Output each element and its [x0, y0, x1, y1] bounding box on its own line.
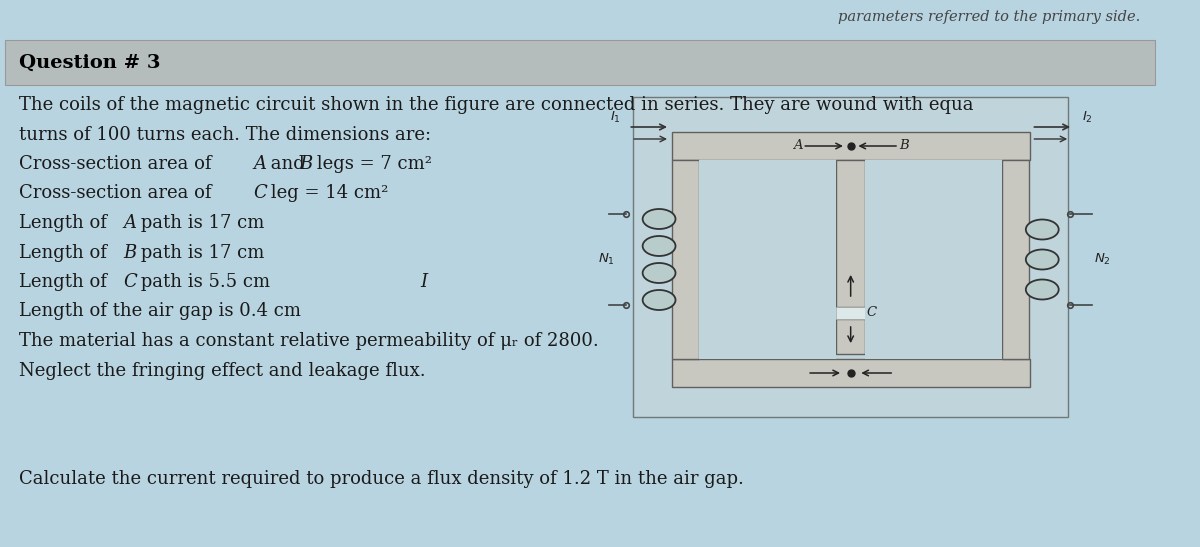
- Text: Length of: Length of: [19, 243, 113, 261]
- Bar: [634, 97, 1068, 417]
- Text: Calculate the current required to produce a flux density of 1.2 T in the air gap: Calculate the current required to produc…: [19, 470, 744, 488]
- Ellipse shape: [643, 236, 676, 256]
- Text: and: and: [265, 155, 311, 173]
- Bar: [672, 132, 1030, 160]
- Ellipse shape: [643, 263, 676, 283]
- Text: C: C: [124, 273, 138, 291]
- Text: C: C: [866, 306, 877, 319]
- Text: A: A: [253, 155, 266, 173]
- Text: Length of the air gap is 0.4 cm: Length of the air gap is 0.4 cm: [19, 302, 301, 321]
- Text: Cross-section area of: Cross-section area of: [19, 155, 217, 173]
- Bar: [698, 160, 836, 359]
- Text: path is 17 cm: path is 17 cm: [136, 243, 265, 261]
- Bar: [672, 359, 1030, 387]
- Text: B: B: [899, 139, 908, 153]
- Text: B: B: [300, 155, 313, 173]
- Text: path is 5.5 cm: path is 5.5 cm: [136, 273, 270, 291]
- Text: The coils of the magnetic circuit shown in the figure are connected in series. T: The coils of the magnetic circuit shown …: [19, 96, 974, 114]
- Text: A: A: [124, 214, 137, 232]
- Text: B: B: [124, 243, 137, 261]
- Text: legs = 7 cm²: legs = 7 cm²: [311, 155, 432, 173]
- Text: I: I: [420, 273, 427, 291]
- Text: Cross-section area of: Cross-section area of: [19, 184, 217, 202]
- Text: The material has a constant relative permeability of μᵣ of 2800.: The material has a constant relative per…: [19, 332, 599, 350]
- Bar: [1002, 160, 1030, 359]
- Text: $I_2$: $I_2$: [1082, 109, 1093, 125]
- Text: turns of 100 turns each. The dimensions are:: turns of 100 turns each. The dimensions …: [19, 125, 432, 143]
- Ellipse shape: [1026, 219, 1058, 240]
- Bar: [672, 160, 698, 359]
- Bar: [836, 160, 865, 307]
- Text: $N_1$: $N_1$: [598, 252, 614, 267]
- Bar: [836, 319, 865, 354]
- Text: C: C: [253, 184, 268, 202]
- Ellipse shape: [643, 290, 676, 310]
- Text: Length of: Length of: [19, 214, 113, 232]
- Text: Question # 3: Question # 3: [19, 54, 161, 72]
- Text: path is 17 cm: path is 17 cm: [136, 214, 265, 232]
- Bar: [5, 40, 1156, 85]
- Text: leg = 14 cm²: leg = 14 cm²: [265, 184, 389, 202]
- Text: A: A: [793, 139, 803, 153]
- Bar: [836, 307, 865, 319]
- Text: Neglect the fringing effect and leakage flux.: Neglect the fringing effect and leakage …: [19, 362, 426, 380]
- Text: parameters referred to the primary side.: parameters referred to the primary side.: [839, 10, 1141, 24]
- Text: $I_1$: $I_1$: [611, 109, 622, 125]
- Text: $N_2$: $N_2$: [1093, 252, 1110, 267]
- Ellipse shape: [1026, 280, 1058, 300]
- Text: Length of: Length of: [19, 273, 113, 291]
- Ellipse shape: [1026, 249, 1058, 270]
- Ellipse shape: [643, 209, 676, 229]
- Bar: [865, 160, 1002, 359]
